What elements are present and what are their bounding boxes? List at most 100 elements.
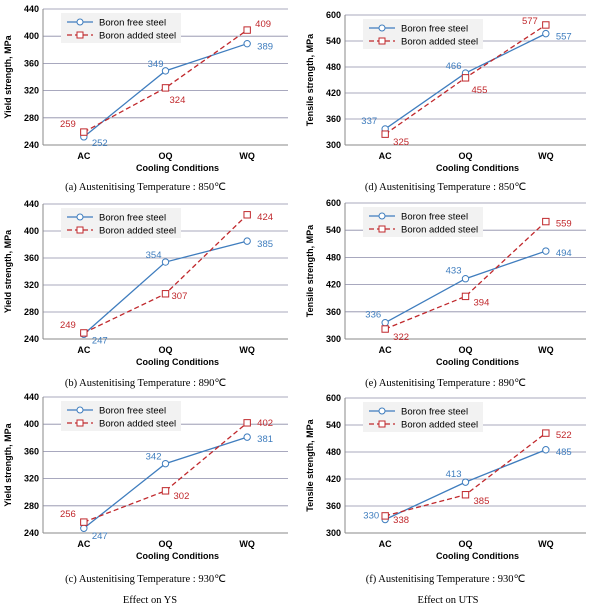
legend-marker bbox=[76, 31, 84, 39]
data-label: 424 bbox=[257, 212, 273, 223]
data-point-boron-added bbox=[542, 21, 550, 29]
data-point-boron-free bbox=[243, 237, 251, 245]
legend-label: Boron free steel bbox=[99, 406, 166, 417]
y-tick-label: 540 bbox=[326, 36, 341, 46]
data-label: 247 bbox=[92, 531, 108, 542]
x-axis-title: Cooling Conditions bbox=[436, 357, 519, 367]
data-point-boron-added bbox=[542, 429, 550, 437]
legend-label: Boron added steel bbox=[401, 225, 478, 236]
y-tick-label: 420 bbox=[326, 474, 341, 484]
x-tick-label: WQ bbox=[239, 345, 255, 355]
data-point-boron-free bbox=[461, 275, 470, 283]
y-tick-label: 480 bbox=[326, 252, 341, 262]
chart-panel-3: 240 280 320 360 400 440 AC OQ WQ Cooling Conditio… bbox=[3, 392, 288, 585]
data-point-boron-free bbox=[243, 433, 251, 441]
data-label: 307 bbox=[172, 291, 188, 302]
y-tick-label: 400 bbox=[24, 419, 39, 429]
chart-panel-5: 300 360 420 480 540 600 AC OQ WQ Cooling Conditio… bbox=[305, 198, 586, 389]
y-tick-label: 480 bbox=[326, 447, 341, 457]
panel-caption: (c) Austenitising Temperature : 930℃ bbox=[65, 574, 226, 585]
x-tick-label: OQ bbox=[158, 345, 172, 355]
data-label: 322 bbox=[393, 332, 409, 343]
data-label: 394 bbox=[474, 297, 490, 308]
data-label: 402 bbox=[257, 418, 273, 429]
x-tick-label: WQ bbox=[239, 539, 255, 549]
y-tick-label: 600 bbox=[326, 393, 341, 403]
data-point-boron-added bbox=[80, 329, 88, 337]
data-label: 256 bbox=[60, 509, 76, 520]
data-label: 385 bbox=[474, 496, 490, 507]
data-label: 522 bbox=[556, 430, 572, 441]
y-axis-title: Tensile strength, MPa bbox=[305, 418, 315, 511]
y-tick-label: 360 bbox=[326, 114, 341, 124]
data-label: 455 bbox=[472, 85, 488, 96]
panel-caption: (d) Austenitising Temperature : 850℃ bbox=[365, 182, 527, 193]
data-label: 559 bbox=[556, 219, 572, 230]
x-tick-label: AC bbox=[77, 345, 90, 355]
data-point-boron-free bbox=[381, 318, 389, 327]
data-label: 302 bbox=[174, 491, 190, 502]
legend-label: Boron added steel bbox=[401, 37, 478, 48]
data-point-boron-added bbox=[461, 74, 470, 82]
legend-marker bbox=[76, 18, 84, 26]
data-point-boron-added bbox=[243, 419, 251, 427]
legend-label: Boron added steel bbox=[99, 419, 176, 430]
data-point-boron-free bbox=[161, 258, 170, 266]
y-tick-label: 280 bbox=[24, 501, 39, 511]
y-axis-title: Yield strength, MPa bbox=[3, 229, 13, 313]
data-label: 247 bbox=[92, 335, 108, 346]
y-tick-label: 240 bbox=[24, 140, 39, 150]
x-tick-label: WQ bbox=[538, 539, 554, 549]
data-point-boron-free bbox=[161, 459, 170, 468]
x-tick-label: WQ bbox=[239, 151, 255, 161]
y-tick-label: 360 bbox=[24, 446, 39, 456]
data-point-boron-added bbox=[161, 487, 170, 495]
y-tick-label: 440 bbox=[24, 392, 39, 402]
x-axis-title: Cooling Conditions bbox=[136, 551, 219, 561]
y-tick-label: 360 bbox=[24, 58, 39, 68]
legend-label: Boron free steel bbox=[99, 18, 166, 29]
x-axis-title: Cooling Conditions bbox=[436, 551, 519, 561]
panel-caption: (b) Austenitising Temperature : 890℃ bbox=[65, 378, 227, 389]
legend-marker bbox=[76, 213, 84, 221]
data-label: 337 bbox=[361, 116, 377, 127]
data-point-boron-added bbox=[381, 512, 389, 520]
chart-panel-4: 300 360 420 480 540 600 AC OQ WQ Cooling Conditio… bbox=[305, 10, 586, 193]
legend-marker bbox=[76, 419, 84, 427]
legend-label: Boron free steel bbox=[99, 213, 166, 224]
data-point-boron-added bbox=[243, 26, 251, 34]
legend-label: Boron added steel bbox=[99, 31, 176, 42]
y-tick-label: 360 bbox=[24, 253, 39, 263]
x-tick-label: OQ bbox=[458, 539, 472, 549]
chart-panel-2: 240 280 320 360 400 440 AC OQ WQ Cooling Conditio… bbox=[3, 199, 288, 389]
data-label: 349 bbox=[148, 59, 164, 70]
data-point-boron-free bbox=[542, 247, 550, 255]
panel-caption: (e) Austenitising Temperature : 890℃ bbox=[365, 378, 526, 389]
footer-left: Effect on YS bbox=[123, 595, 177, 606]
data-label: 433 bbox=[446, 266, 462, 277]
y-tick-label: 360 bbox=[326, 501, 341, 511]
data-label: 381 bbox=[257, 434, 273, 445]
data-point-boron-added bbox=[80, 518, 88, 526]
y-tick-label: 440 bbox=[24, 199, 39, 209]
legend-marker bbox=[378, 37, 386, 45]
legend-marker bbox=[76, 406, 84, 414]
x-axis-title: Cooling Conditions bbox=[136, 357, 219, 367]
data-label: 336 bbox=[365, 310, 381, 321]
legend-label: Boron free steel bbox=[401, 24, 468, 35]
legend-marker bbox=[378, 24, 386, 32]
x-axis-title: Cooling Conditions bbox=[436, 163, 519, 173]
data-label: 324 bbox=[170, 95, 186, 106]
y-tick-label: 300 bbox=[326, 334, 341, 344]
data-point-boron-free bbox=[461, 478, 470, 486]
data-point-boron-added bbox=[381, 325, 389, 333]
series-line-boron-added bbox=[384, 221, 547, 330]
y-axis-title: Yield strength, MPa bbox=[3, 34, 13, 118]
y-tick-label: 360 bbox=[326, 307, 341, 317]
data-label: 330 bbox=[363, 511, 379, 522]
y-tick-label: 300 bbox=[326, 140, 341, 150]
x-axis-title: Cooling Conditions bbox=[136, 163, 219, 173]
x-tick-label: AC bbox=[379, 345, 392, 355]
legend-marker bbox=[378, 407, 386, 415]
data-label: 557 bbox=[556, 32, 572, 43]
